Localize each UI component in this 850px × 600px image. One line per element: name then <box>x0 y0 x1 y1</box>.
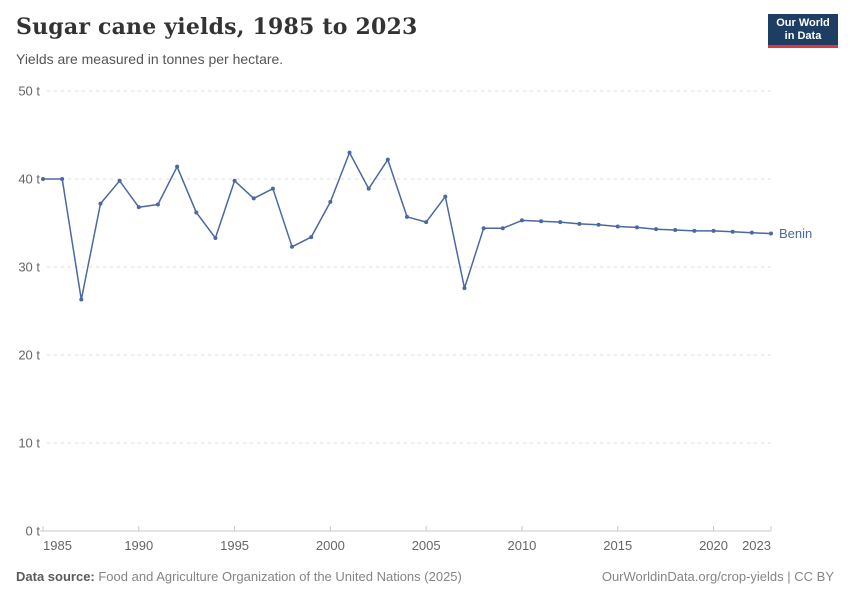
x-axis-tick-label: 1985 <box>43 538 72 553</box>
data-point[interactable] <box>79 297 84 302</box>
x-axis-tick-label: 2023 <box>742 538 771 553</box>
chart-line <box>42 151 772 301</box>
x-axis-tick-label: 2010 <box>507 538 536 553</box>
data-point[interactable] <box>213 235 218 240</box>
data-point[interactable] <box>290 244 295 249</box>
data-point[interactable] <box>136 205 141 210</box>
data-point[interactable] <box>175 164 180 169</box>
data-point[interactable] <box>673 228 678 233</box>
x-axis-tick-label: 2000 <box>316 538 345 553</box>
data-point[interactable] <box>155 202 160 207</box>
data-source: Data source: Food and Agriculture Organi… <box>16 569 462 584</box>
y-axis-tick-label: 0 t <box>26 524 41 539</box>
owid-logo: Our World in Data <box>768 14 838 48</box>
data-point[interactable] <box>328 199 333 204</box>
x-axis-tick-label: 2020 <box>699 538 728 553</box>
data-point[interactable] <box>749 230 754 235</box>
owid-logo-line2: in Data <box>784 29 822 42</box>
data-point[interactable] <box>60 177 65 181</box>
data-point[interactable] <box>366 186 371 191</box>
data-point[interactable] <box>385 157 390 162</box>
data-point[interactable] <box>769 231 773 236</box>
footer-link[interactable]: OurWorldinData.org/crop-yields | CC BY <box>601 569 834 584</box>
y-axis-tick-label: 40 t <box>18 172 40 187</box>
data-point[interactable] <box>692 228 697 233</box>
data-point[interactable] <box>347 150 352 155</box>
data-source-text: Food and Agriculture Organization of the… <box>94 569 462 584</box>
data-point[interactable] <box>41 177 45 181</box>
data-point[interactable] <box>654 227 659 232</box>
y-axis-tick-label: 50 t <box>18 84 40 99</box>
series-label-benin[interactable]: Benin <box>779 226 812 241</box>
data-point[interactable] <box>98 201 103 206</box>
data-point[interactable] <box>558 220 563 225</box>
data-point[interactable] <box>405 214 409 219</box>
data-point[interactable] <box>539 219 544 224</box>
data-point[interactable] <box>596 222 601 227</box>
data-source-label: Data source: <box>16 569 95 584</box>
data-point[interactable] <box>251 196 256 201</box>
data-point[interactable] <box>309 235 314 240</box>
data-point[interactable] <box>462 286 467 291</box>
line-chart: 0 t 10 t 20 t 30 t 40 t 50 t 1985 1990 1995 2000 2… <box>18 84 812 554</box>
y-axis-tick-label: 30 t <box>18 260 40 275</box>
data-point[interactable] <box>519 218 524 223</box>
data-point[interactable] <box>500 226 505 231</box>
page-title: Sugar cane yields, 1985 to 2023 <box>16 14 418 40</box>
data-point[interactable] <box>634 225 639 230</box>
data-point[interactable] <box>711 228 716 233</box>
data-point[interactable] <box>443 194 448 199</box>
data-point[interactable] <box>117 178 122 183</box>
x-axis-tick-label: 1995 <box>220 538 249 553</box>
chart-subtitle: Yields are measured in tonnes per hectar… <box>16 51 284 67</box>
y-axis-tick-label: 10 t <box>18 436 40 451</box>
data-point[interactable] <box>232 178 237 183</box>
data-point[interactable] <box>194 210 199 215</box>
y-axis-tick-label: 20 t <box>18 348 40 363</box>
x-axis-tick-label: 1990 <box>124 538 153 553</box>
data-point[interactable] <box>615 224 620 229</box>
x-axis-tick-label: 2005 <box>412 538 441 553</box>
x-axis-tick-label: 2015 <box>603 538 632 553</box>
data-point[interactable] <box>481 226 486 231</box>
data-point[interactable] <box>424 220 429 225</box>
owid-logo-line1: Our World <box>776 16 830 29</box>
data-point[interactable] <box>577 221 582 226</box>
data-point[interactable] <box>270 186 275 191</box>
data-point[interactable] <box>730 229 735 234</box>
